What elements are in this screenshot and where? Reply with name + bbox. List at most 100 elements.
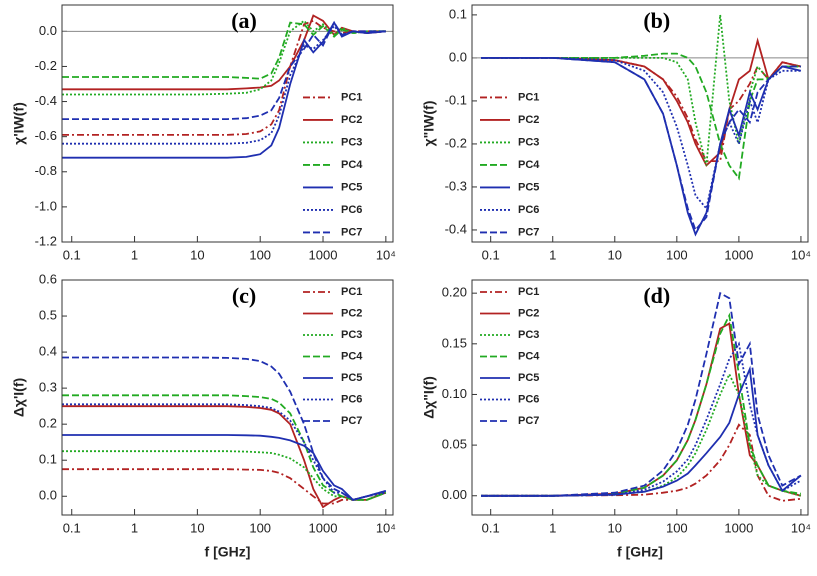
x-tick-label: 1000 <box>309 247 338 262</box>
x-tick-label: 1000 <box>724 520 753 535</box>
series-line <box>481 312 802 497</box>
y-tick-label: -0.1 <box>445 92 467 107</box>
series-line <box>62 19 386 136</box>
x-axis-label: f [GHz] <box>617 544 663 560</box>
x-tick-label: 1 <box>549 247 556 262</box>
y-tick-label: 0.0 <box>39 23 57 38</box>
y-tick-label: 0.2 <box>39 416 57 431</box>
x-tick-label: 10 <box>190 520 204 535</box>
panel-label: (a) <box>231 8 257 33</box>
x-tick-label: 10⁴ <box>376 247 396 262</box>
legend-label: PC4 <box>341 350 363 362</box>
series-line <box>62 20 386 159</box>
legend-label: PC2 <box>518 114 539 126</box>
x-tick-label: 100 <box>249 520 271 535</box>
y-tick-label: 0.0 <box>39 488 57 503</box>
legend-label: PC1 <box>341 286 362 298</box>
series-line <box>62 19 386 96</box>
series-line <box>62 356 387 501</box>
x-tick-label: 10 <box>190 247 204 262</box>
x-tick-label: 1000 <box>309 520 338 535</box>
legend-label: PC6 <box>341 204 362 216</box>
x-tick-label: 0.1 <box>482 520 500 535</box>
y-axis-label: Δχ'I(f) <box>11 378 27 417</box>
legend-label: PC2 <box>341 307 362 319</box>
y-tick-label: -1.2 <box>35 233 57 248</box>
plot-frame <box>471 279 809 516</box>
panel: 0.1 0.0 -0.1 -0.2 -0.3 -0.4 0.1 1 10 100 1000 10⁴ PC… <box>421 4 811 262</box>
x-tick-label: 1 <box>131 247 138 262</box>
panel: 0.00 0.05 0.10 0.15 0.20 0.1 1 10 100 1000 10⁴ PC1 P… <box>421 279 811 560</box>
legend-label: PC3 <box>518 329 539 341</box>
legend-label: PC5 <box>518 372 539 384</box>
series-line <box>62 24 386 145</box>
y-tick-label: 0.4 <box>39 344 57 359</box>
x-axis-label: f [GHz] <box>205 544 251 560</box>
legend-label: PC6 <box>518 393 539 405</box>
y-tick-label: 0.1 <box>449 6 467 21</box>
legend-label: PC7 <box>518 415 539 427</box>
series-line <box>62 468 386 505</box>
legend-label: PC5 <box>518 181 539 193</box>
y-tick-label: -1.0 <box>35 198 57 213</box>
series-line <box>481 52 801 181</box>
x-tick-label: 1 <box>131 520 138 535</box>
legend-label: PC1 <box>518 91 539 103</box>
x-tick-label: 1 <box>549 520 556 535</box>
y-tick-label: 0.05 <box>442 437 467 452</box>
x-tick-label: 10⁴ <box>791 247 811 262</box>
x-tick-label: 0.1 <box>482 247 500 262</box>
legend-label: PC4 <box>518 350 540 362</box>
panel-label: (c) <box>232 283 256 308</box>
y-tick-label: -0.2 <box>445 135 467 150</box>
y-tick-label: 0.5 <box>39 307 57 322</box>
series-line <box>62 21 386 80</box>
legend-label: PC2 <box>518 307 539 319</box>
legend-label: PC6 <box>518 204 539 216</box>
plot-frame <box>471 4 809 243</box>
y-tick-label: -0.4 <box>35 93 57 108</box>
y-tick-label: 0.1 <box>39 452 57 467</box>
legend-label: PC5 <box>341 372 362 384</box>
series-line <box>62 403 386 501</box>
series-line <box>481 57 801 232</box>
series-line <box>62 394 387 501</box>
legend-label: PC1 <box>341 91 362 103</box>
series-line <box>62 20 386 120</box>
x-tick-label: 10 <box>608 520 622 535</box>
y-tick-label: -0.6 <box>35 128 57 143</box>
legend-label: PC4 <box>341 159 363 171</box>
x-tick-label: 100 <box>666 520 688 535</box>
x-tick-label: 100 <box>666 247 688 262</box>
x-tick-label: 100 <box>249 247 271 262</box>
legend-label: PC2 <box>341 114 362 126</box>
series-line <box>481 365 802 497</box>
x-tick-label: 1000 <box>724 247 753 262</box>
x-tick-label: 10⁴ <box>791 520 811 535</box>
legend-label: PC3 <box>518 136 539 148</box>
legend-label: PC7 <box>518 226 539 238</box>
y-tick-label: 0.15 <box>442 335 467 350</box>
y-tick-label: -0.8 <box>35 163 57 178</box>
y-tick-label: -0.4 <box>445 221 467 236</box>
legend-label: PC7 <box>341 415 362 427</box>
plot-frame <box>61 4 394 243</box>
plot-frame <box>61 279 394 516</box>
legend-label: PC5 <box>341 181 362 193</box>
series-line <box>481 14 801 166</box>
panel-label: (b) <box>643 8 670 33</box>
y-tick-label: 0.3 <box>39 380 57 395</box>
x-tick-label: 0.1 <box>63 247 81 262</box>
legend-label: PC1 <box>518 286 539 298</box>
series-line <box>62 434 387 501</box>
y-tick-label: 0.6 <box>39 271 57 286</box>
x-tick-label: 10 <box>608 247 622 262</box>
series-line <box>481 37 802 167</box>
y-axis-label: Δχ"I(f) <box>421 376 437 419</box>
y-axis-label: χ'IW(f) <box>11 102 27 144</box>
y-tick-label: -0.2 <box>35 58 57 73</box>
legend-label: PC6 <box>341 393 362 405</box>
y-tick-label: 0.10 <box>442 386 467 401</box>
legend-label: PC3 <box>341 136 362 148</box>
